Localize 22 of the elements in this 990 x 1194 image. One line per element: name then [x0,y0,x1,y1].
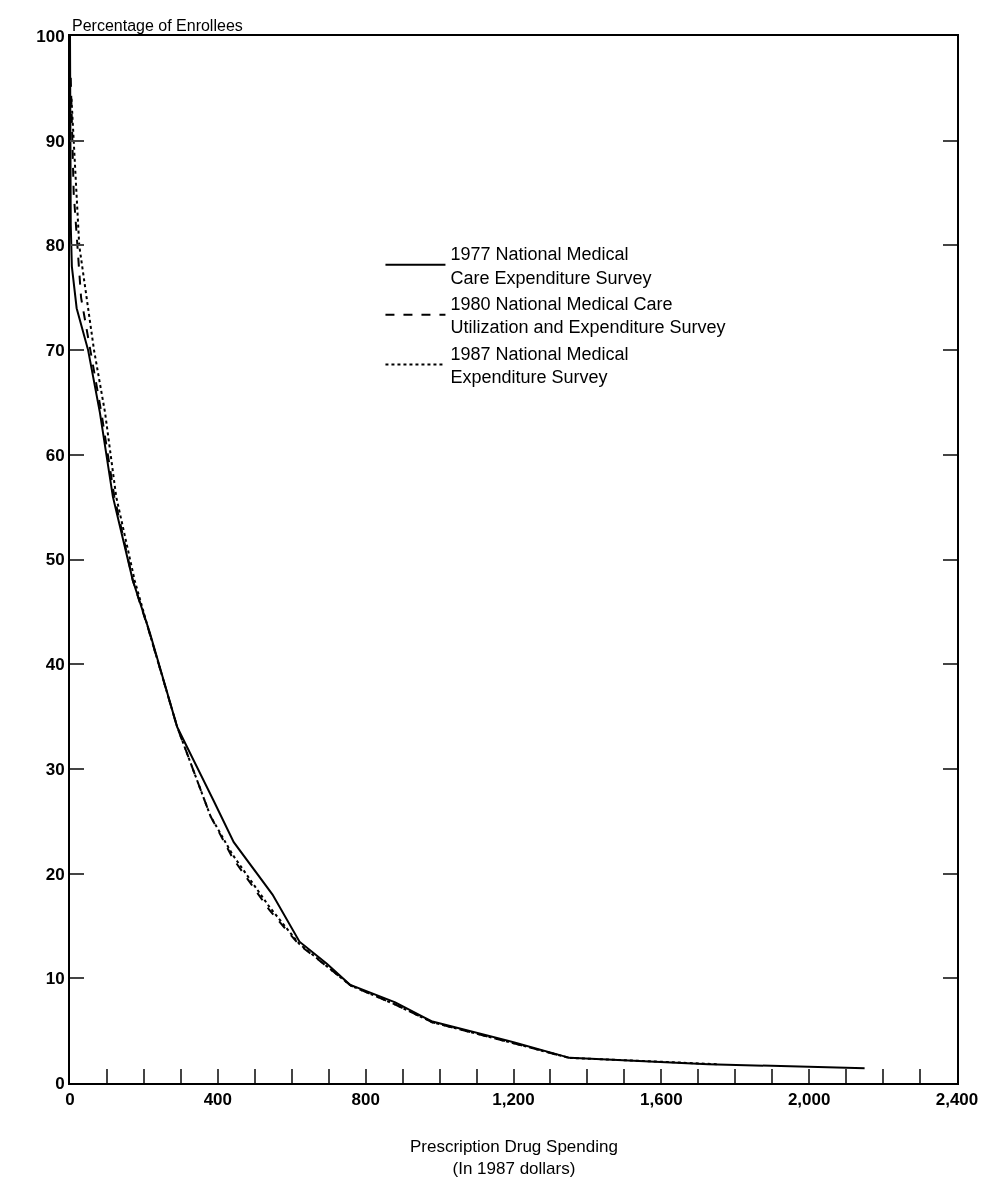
y-tick-label: 50 [45,550,65,570]
y-tick-label: 80 [45,236,65,256]
y-tick-label: 90 [45,131,65,151]
legend-label: 1980 National Medical Care Utilization and Expenditure Survey [450,293,726,338]
x-tick-label: 1,200 [492,1090,535,1110]
y-tick-label: 70 [45,341,65,361]
x-tick-label: 1,600 [640,1090,683,1110]
y-tick-label: 60 [45,445,65,465]
y-tick-label: 10 [45,969,65,989]
x-tick-label: 800 [351,1090,380,1110]
y-tick-label: 40 [45,655,65,675]
y-tick-label: 20 [45,864,65,884]
y-tick-label: 0 [55,1073,65,1093]
x-axis-title: Prescription Drug Spending (In 1987 dollars) [410,1137,618,1179]
legend-label: 1977 National Medical Care Expenditure Survey [450,244,652,288]
y-tick-label: 30 [45,759,65,779]
legend-label: 1987 National Medical Expenditure Survey [450,343,629,388]
x-tick-label: 400 [203,1090,233,1110]
x-tick-label: 2,400 [935,1090,979,1110]
x-tick-label: 2,000 [787,1090,831,1110]
y-axis-title: Percentage of Enrollees [72,17,243,34]
y-tick-label: 100 [36,26,65,46]
